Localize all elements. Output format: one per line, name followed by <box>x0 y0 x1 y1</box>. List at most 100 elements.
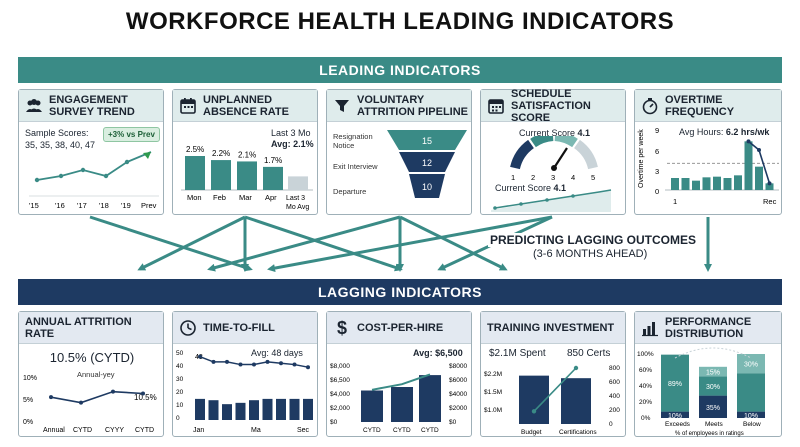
annual-attrition-point <box>79 400 83 405</box>
overtime-y-tick: 0 <box>655 187 659 196</box>
perf-y-tick: 100% <box>637 351 654 358</box>
cph-x-label: CYTD <box>393 427 411 434</box>
annual-end-label: 10.5% <box>134 393 157 402</box>
performance-segment <box>699 376 727 396</box>
cph-x-label: CYTD <box>363 427 381 434</box>
performance-segment <box>699 366 727 377</box>
engagement-x-label: '18 <box>99 201 109 210</box>
absence-bar-label: 2.1% <box>238 150 256 159</box>
funnel-value: 10 <box>422 182 432 192</box>
cph-y-tick: $8,000 <box>330 363 350 370</box>
annual-y-tick: 10% <box>23 375 37 382</box>
absence-bar-label: 1.7% <box>264 156 282 165</box>
cph-y-tick: $6,500 <box>330 377 350 384</box>
ttf-point <box>252 362 256 367</box>
funnel-value: 15 <box>422 136 432 146</box>
overtime-ylabel: Overtime per week <box>638 129 645 188</box>
overtime-bar <box>755 166 763 190</box>
annual-attrition-chart: 10% 5% 0% 10.5% Annual CYTD CYYY CYTD <box>23 375 157 434</box>
page-title: WORKFORCE HEALTH LEADING INDICATORS <box>125 8 675 35</box>
overtime-point <box>757 148 761 152</box>
training-card: TRAINING INVESTMENT $2.1M Spent 850 Cert… <box>480 311 626 437</box>
annual-attrition-point <box>141 391 145 396</box>
overtime-point <box>767 181 772 186</box>
funnel-label: Resignation Notice <box>333 132 373 150</box>
absence-avg-line2: Avg: 2.1% <box>271 139 314 149</box>
engagement-x-label: '16 <box>55 201 65 210</box>
ttf-y-tick: 50 <box>176 350 184 357</box>
cph-y2-tick: $6000 <box>449 377 467 384</box>
train-y-tick: $1.5M <box>484 389 502 396</box>
train-y-tick: $1.0M <box>484 407 502 414</box>
overtime-bar <box>734 175 742 190</box>
ttf-bar <box>276 398 286 420</box>
schedule-trend-line <box>494 189 612 209</box>
performance-segment <box>699 395 727 418</box>
engagement-scores: 35, 35, 38, 40, 47 <box>25 140 96 150</box>
gauge-tick: 4 <box>571 173 575 182</box>
perf-x-label: Meets <box>705 421 723 428</box>
cost-per-hire-title: COST-PER-HIRE <box>357 321 444 334</box>
absence-x-label: Mar <box>239 193 252 202</box>
lagging-indicators-banner: LAGGING INDICATORS <box>18 279 782 305</box>
ttf-bar <box>262 398 273 420</box>
ttf-bar <box>303 398 313 420</box>
performance-segment <box>661 411 689 418</box>
gauge-segment <box>530 136 554 148</box>
schedule-current-top: Current Score 4.1 <box>519 128 591 138</box>
performance-segment <box>661 354 689 412</box>
perf-y-tick: 60% <box>639 367 652 374</box>
time-to-fill-avg: Avg: 48 days <box>251 348 303 358</box>
cph-bar <box>361 390 383 422</box>
train-y2-tick: 200 <box>609 407 620 414</box>
schedule-gauge: 1 2 3 4 5 <box>491 136 612 212</box>
cph-y2-tick: $8000 <box>449 363 467 370</box>
training-line <box>533 367 577 412</box>
annual-attrition-point <box>111 389 115 394</box>
absence-chart: Mon Feb Mar Apr Last 3 Mo Avg 2.5% 2.2% 2.… <box>181 145 313 211</box>
performance-card: PERFORMANCE DISTRIBUTION 100% 60% 40% 20… <box>634 311 782 437</box>
funnel-label: Exit Interview <box>333 162 378 171</box>
absence-x-label: Apr <box>265 193 277 202</box>
ttf-x-label: Sec <box>297 427 310 434</box>
absence-bar <box>185 156 205 190</box>
ttf-bar <box>235 402 246 420</box>
cost-per-hire-card: $ COST-PER-HIRE Avg: $6,500 $8,000 $6,50… <box>326 311 472 437</box>
connector-arrow <box>244 215 403 272</box>
overtime-y-tick: 6 <box>655 147 659 156</box>
ttf-bar <box>249 400 259 420</box>
people-icon <box>26 98 42 112</box>
funnel-stage <box>409 174 445 198</box>
cph-line <box>371 373 431 391</box>
gauge-needle <box>553 147 568 169</box>
overtime-bar <box>744 141 753 190</box>
ttf-point <box>292 362 297 367</box>
performance-curve <box>674 347 752 359</box>
engagement-point <box>58 173 64 179</box>
train-y2-tick: 400 <box>609 393 620 400</box>
performance-segment-label: 30% <box>744 362 758 369</box>
ttf-point <box>211 359 216 364</box>
engagement-x-label: '19 <box>121 201 131 210</box>
training-point <box>531 409 537 414</box>
ttf-point <box>238 362 243 367</box>
cph-y2-tick: $4000 <box>449 391 467 398</box>
time-to-fill-chart: 50 40 30 20 10 0 48 Jan Ma Sec <box>176 350 313 434</box>
ttf-y-tick: 20 <box>176 389 184 396</box>
performance-segment-label: 30% <box>706 384 720 391</box>
engagement-point <box>103 173 109 179</box>
annual-x-label: CYYY <box>105 427 124 434</box>
trend-arrow-icon <box>143 152 151 159</box>
calendar-grid-icon <box>488 98 504 114</box>
engagement-title: ENGAGEMENT SURVEY TREND <box>49 93 135 118</box>
overtime-card: OVERTIME FREQUENCY Avg Hours: 6.2 hrs/wk… <box>634 89 782 215</box>
connector-arrow <box>267 215 553 273</box>
annual-x-label: Annual <box>43 427 65 434</box>
engagement-x-label: '15 <box>29 201 39 210</box>
train-y2-tick: 600 <box>609 379 620 386</box>
ttf-x-label: Ma <box>251 427 261 434</box>
overtime-bar <box>671 178 679 190</box>
funnel-label: Departure <box>333 187 367 196</box>
overtime-bar <box>723 178 732 190</box>
cph-x-label: CYTD <box>421 427 439 434</box>
